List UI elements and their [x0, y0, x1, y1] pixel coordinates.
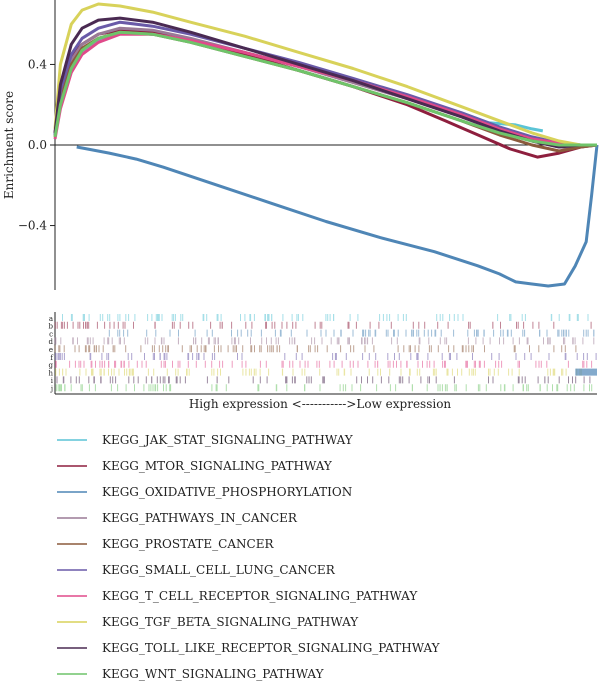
- y-tick-label: 0.0: [28, 138, 47, 152]
- rug-hits-row: [54, 321, 592, 329]
- legend-label: KEGG_PROSTATE_CANCER: [102, 537, 274, 551]
- legend-label: KEGG_PATHWAYS_IN_CANCER: [102, 511, 298, 525]
- rug-hits-row: [55, 368, 582, 376]
- series-line-3: [76, 144, 599, 288]
- rug-hits-row: [56, 376, 591, 384]
- legend-label: KEGG_MTOR_SIGNALING_PATHWAY: [102, 459, 333, 473]
- rug-hits-row: [55, 384, 593, 392]
- enrichment-plot-area: 0.4 0.0 −0.4 Enrichment score: [2, 0, 599, 290]
- legend-label: KEGG_OXIDATIVE_PHOSPHORYLATION: [102, 485, 352, 499]
- legend-label: KEGG_WNT_SIGNALING_PATHWAY: [102, 667, 325, 681]
- expression-direction-label: High expression <----------->Low express…: [189, 397, 452, 411]
- rug-row-label: a: [49, 315, 53, 323]
- rug-dense-tail: [575, 368, 597, 376]
- rug-row-label: i: [51, 377, 54, 385]
- legend-label: KEGG_TGF_BETA_SIGNALING_PATHWAY: [102, 615, 359, 629]
- rug-hits-row: [62, 314, 589, 321]
- rug-row-label: j: [50, 385, 53, 393]
- series-line-10: [53, 30, 597, 147]
- legend-label: KEGG_TOLL_LIKE_RECEPTOR_SIGNALING_PATHWA…: [102, 641, 441, 655]
- rug-hits-row: [54, 337, 595, 345]
- rug-row-label: b: [49, 323, 54, 331]
- legend-label: KEGG_SMALL_CELL_LUNG_CANCER: [102, 563, 336, 577]
- legend: KEGG_JAK_STAT_SIGNALING_PATHWAY KEGG_MTOR…: [57, 433, 441, 681]
- series-line-8: [53, 2, 597, 147]
- rug-hits-row: [54, 345, 577, 353]
- y-axis-label: Enrichment score: [2, 91, 16, 199]
- rug-hits-row: [108, 329, 595, 337]
- rug-row-label: g: [49, 362, 54, 370]
- rug-row-label: d: [49, 338, 54, 346]
- rug-row-label: c: [49, 330, 53, 338]
- rug-hits-row: [54, 353, 597, 360]
- rug-row-label: h: [48, 369, 53, 377]
- legend-label: KEGG_JAK_STAT_SIGNALING_PATHWAY: [102, 433, 354, 447]
- series-line-4: [53, 26, 598, 149]
- y-tick-label: −0.4: [18, 219, 48, 233]
- rug-row-label: e: [49, 346, 53, 354]
- y-tick-label: 0.4: [28, 57, 47, 71]
- rug-hits-row: [55, 360, 593, 368]
- rug-row-label: f: [50, 354, 54, 362]
- legend-label: KEGG_T_CELL_RECEPTOR_SIGNALING_PATHWAY: [102, 589, 418, 603]
- series-line-7: [53, 32, 597, 147]
